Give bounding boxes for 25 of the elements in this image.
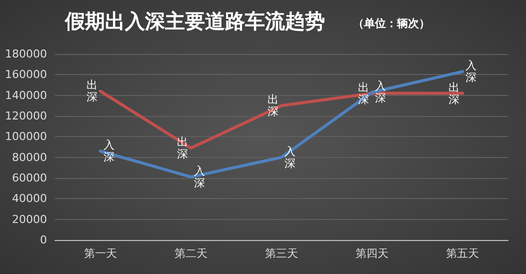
series-label: 出深 [448, 80, 460, 106]
y-tick-label: 0 [40, 234, 47, 246]
series-label: 入深 [194, 164, 205, 190]
y-tick-label: 60000 [12, 172, 47, 184]
x-tick-label: 第一天 [84, 247, 117, 260]
y-tick-label: 140000 [5, 88, 47, 102]
y-tick-label: 120000 [5, 110, 47, 122]
y-tick-label: 20000 [12, 212, 47, 226]
line-series [98, 70, 464, 178]
text: 入深 [284, 144, 296, 170]
chart-subtitle: （单位：辆次） [353, 17, 430, 30]
y-tick-label: 40000 [12, 192, 47, 206]
y-tick-label: 80000 [12, 150, 47, 164]
y-tick-label: 180000 [5, 48, 47, 60]
x-tick-label: 第三天 [265, 247, 298, 260]
text: 入深 [103, 138, 114, 164]
x-tick-label: 第五天 [446, 247, 480, 260]
text: 出深 [86, 78, 98, 104]
text: 入深 [466, 59, 477, 84]
y-tick-label: 100000 [5, 130, 47, 144]
chart-title: 假期出入深主要道路车流趋势 [64, 9, 325, 33]
text: 出深 [176, 136, 188, 161]
y-tick-label: 160000 [5, 68, 47, 82]
x-tick-label: 第二天 [174, 247, 208, 260]
x-tick-label: 第四天 [356, 247, 389, 260]
